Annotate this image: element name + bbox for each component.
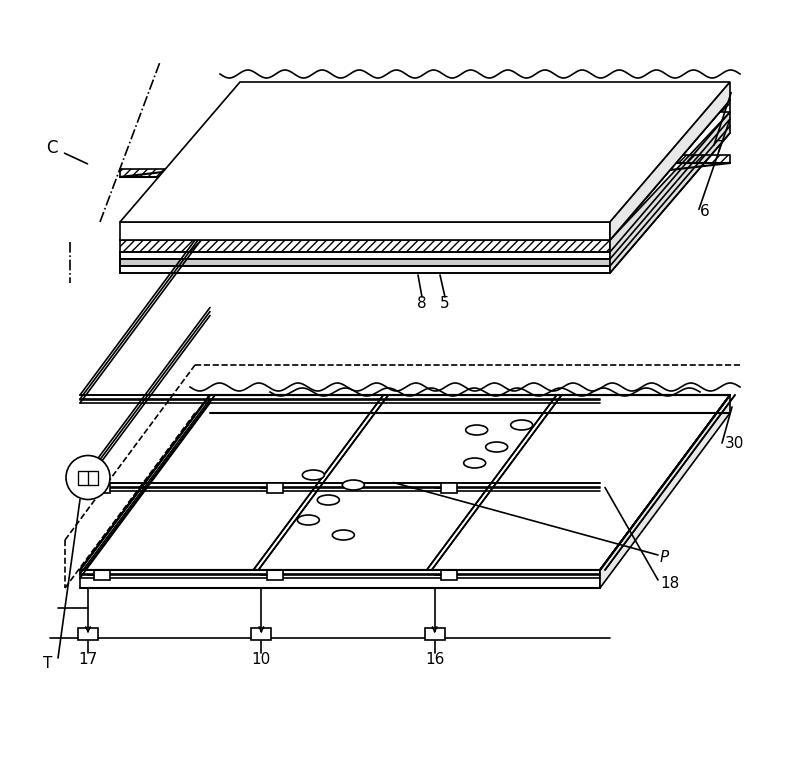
Text: B: B <box>298 182 310 199</box>
Bar <box>267 482 283 493</box>
Text: T: T <box>43 655 53 670</box>
Ellipse shape <box>486 442 508 452</box>
Ellipse shape <box>464 458 486 468</box>
Text: 8: 8 <box>417 296 427 310</box>
Bar <box>78 628 98 640</box>
Polygon shape <box>120 252 610 259</box>
Text: 30: 30 <box>725 436 744 450</box>
Polygon shape <box>80 570 600 588</box>
Text: 10: 10 <box>252 652 271 668</box>
Bar <box>94 482 110 493</box>
Polygon shape <box>498 100 719 240</box>
Polygon shape <box>254 100 474 240</box>
Polygon shape <box>120 222 610 240</box>
Ellipse shape <box>298 515 319 525</box>
Bar <box>251 628 271 640</box>
Text: 5: 5 <box>440 296 450 310</box>
Bar <box>94 570 110 580</box>
Ellipse shape <box>342 480 364 490</box>
Text: 18: 18 <box>660 576 679 590</box>
Bar <box>425 628 445 640</box>
Text: G: G <box>294 127 308 144</box>
Bar <box>78 471 98 485</box>
Text: G: G <box>662 127 675 144</box>
Polygon shape <box>610 112 730 273</box>
Polygon shape <box>376 100 597 240</box>
Polygon shape <box>120 266 610 273</box>
Polygon shape <box>120 82 730 222</box>
Bar <box>267 570 283 580</box>
Ellipse shape <box>332 530 354 540</box>
Ellipse shape <box>318 495 339 505</box>
Polygon shape <box>120 100 730 240</box>
Text: 17: 17 <box>78 652 98 668</box>
Text: 6: 6 <box>700 205 710 220</box>
Bar <box>441 482 457 493</box>
Polygon shape <box>120 100 730 240</box>
Text: R: R <box>540 127 553 144</box>
Text: P: P <box>660 550 670 565</box>
Polygon shape <box>600 395 730 588</box>
Text: G: G <box>174 182 188 199</box>
Polygon shape <box>120 259 610 266</box>
Text: 7: 7 <box>715 141 725 156</box>
Polygon shape <box>610 82 730 240</box>
Circle shape <box>66 455 110 500</box>
Polygon shape <box>120 100 730 240</box>
Ellipse shape <box>302 470 324 480</box>
Bar <box>441 570 457 580</box>
Ellipse shape <box>510 420 533 430</box>
Text: G: G <box>542 182 555 199</box>
Polygon shape <box>131 100 351 240</box>
Text: C: C <box>46 139 58 157</box>
Text: B: B <box>418 127 430 144</box>
Text: 16: 16 <box>425 652 444 668</box>
Ellipse shape <box>466 425 488 435</box>
Polygon shape <box>80 395 730 570</box>
Text: R: R <box>420 182 433 199</box>
